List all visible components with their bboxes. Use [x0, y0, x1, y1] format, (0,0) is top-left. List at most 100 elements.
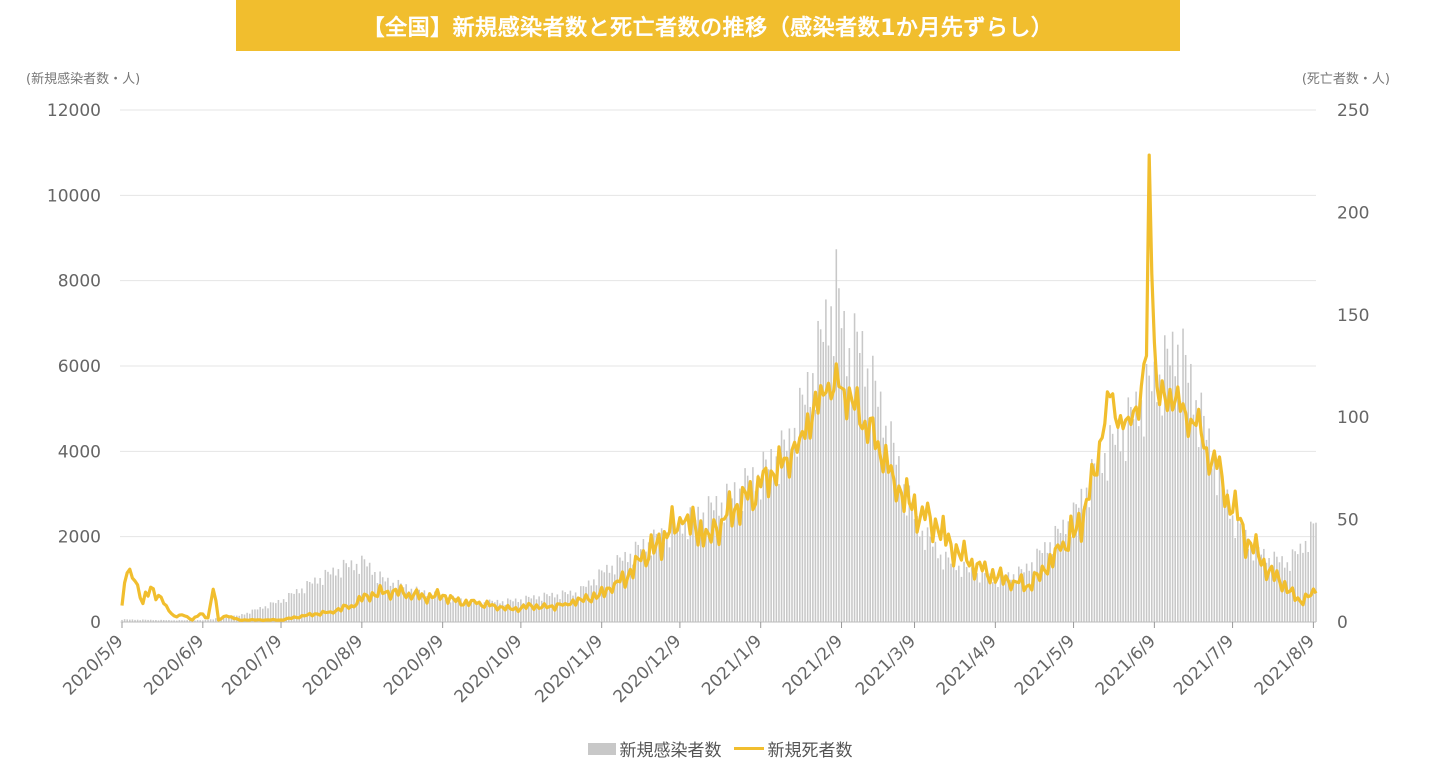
case-bar [666, 532, 668, 622]
case-bar [835, 249, 838, 622]
case-bar [686, 539, 689, 622]
case-bar [1075, 504, 1077, 622]
case-bar [1310, 521, 1312, 622]
case-bar [1296, 554, 1299, 622]
case-bar [1270, 570, 1273, 622]
case-bar [567, 594, 569, 622]
death-series-line [120, 153, 1318, 623]
case-bar [142, 619, 144, 622]
x-tick-label: 2020/5/9 [59, 631, 127, 699]
case-bar [465, 601, 467, 622]
y-left-tick-label: 0 [90, 613, 101, 633]
case-bar [1124, 461, 1127, 622]
case-bar [540, 600, 543, 622]
case-bar [851, 396, 853, 622]
case-bar [864, 386, 866, 622]
case-bar [629, 553, 632, 622]
case-bar [319, 578, 321, 622]
case-bar [1208, 428, 1210, 622]
y-right-tick-label: 250 [1337, 101, 1369, 121]
case-bar [306, 581, 308, 622]
case-bar [991, 582, 994, 622]
case-bar [136, 619, 139, 622]
case-bar [434, 591, 436, 622]
case-bar [527, 596, 530, 622]
case-bar [1140, 400, 1143, 622]
case-bar [457, 600, 460, 622]
case-bar [1012, 574, 1015, 622]
case-bar [1166, 348, 1169, 622]
x-tick-label: 2020/9/9 [380, 631, 448, 699]
case-bar [499, 603, 501, 622]
case-bar [543, 592, 546, 622]
case-bar [806, 372, 809, 622]
case-bar [1106, 480, 1109, 622]
case-bar [1064, 534, 1067, 622]
case-bar [702, 512, 705, 622]
case-bar [139, 620, 142, 622]
case-bar [1265, 562, 1268, 622]
case-bar [215, 618, 217, 622]
case-bar [160, 619, 162, 622]
legend-bar-swatch [587, 742, 616, 755]
case-bar [447, 597, 449, 622]
case-bar [1038, 550, 1041, 622]
case-bar [1190, 363, 1192, 622]
case-bar [697, 506, 699, 622]
case-bar [186, 620, 188, 622]
case-bar [822, 341, 825, 622]
case-bar [423, 590, 426, 622]
case-bar [1299, 543, 1302, 622]
case-bar [126, 619, 128, 622]
case-bar [585, 586, 587, 622]
case-bar [898, 456, 900, 622]
case-bar [379, 571, 381, 622]
case-bar [509, 599, 512, 622]
case-bar [548, 596, 551, 622]
case-bar [407, 591, 410, 622]
case-bar [728, 490, 731, 622]
case-bar [1007, 572, 1010, 622]
case-bar [1307, 552, 1309, 622]
case-bar [288, 592, 290, 622]
case-bar [945, 551, 947, 622]
y-left-tick-label: 8000 [58, 272, 101, 292]
case-bar [960, 576, 963, 622]
case-bar [473, 601, 475, 622]
case-bar [1137, 426, 1140, 622]
case-bar [1195, 400, 1197, 622]
case-bar [402, 587, 405, 622]
case-bar [1312, 523, 1315, 622]
case-bar [736, 503, 739, 622]
case-bar [853, 313, 856, 622]
case-bar [400, 583, 402, 622]
case-bar [147, 619, 149, 622]
case-bar [892, 442, 895, 622]
case-bar [978, 582, 981, 622]
case-bar [494, 602, 496, 622]
case-bar [1210, 468, 1213, 622]
case-bar [522, 603, 525, 622]
case-bar [1221, 476, 1223, 622]
x-tick-label: 2020/8/9 [299, 631, 367, 699]
case-bar [444, 599, 447, 622]
case-bar [809, 406, 812, 622]
case-bar [282, 599, 285, 622]
case-bar [713, 510, 715, 622]
case-bar [462, 602, 465, 622]
case-bar [577, 597, 580, 622]
legend-item-cases: 新規感染者数 [587, 736, 722, 761]
case-bar [470, 599, 473, 622]
case-bar [913, 519, 916, 622]
case-bar [1088, 507, 1090, 622]
case-bar [272, 602, 274, 622]
case-bar [314, 577, 316, 622]
case-bar [986, 577, 989, 622]
case-bar [1093, 463, 1096, 622]
case-bar [254, 609, 256, 622]
case-bar [363, 559, 366, 622]
case-bar [1010, 579, 1012, 622]
case-bar [1098, 446, 1101, 622]
case-bar [1028, 570, 1031, 622]
x-tick-label: 2020/6/9 [140, 631, 208, 699]
